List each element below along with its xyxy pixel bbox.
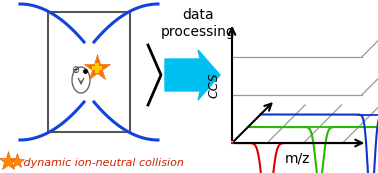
Text: ⊕: ⊕: [71, 65, 79, 75]
FancyArrow shape: [165, 50, 220, 100]
Text: dynamic ion-neutral collision: dynamic ion-neutral collision: [20, 158, 184, 168]
Text: m/z: m/z: [284, 151, 310, 165]
Text: data
processing: data processing: [161, 8, 235, 39]
Bar: [48, 12, 130, 132]
Text: CCS: CCS: [208, 73, 220, 98]
